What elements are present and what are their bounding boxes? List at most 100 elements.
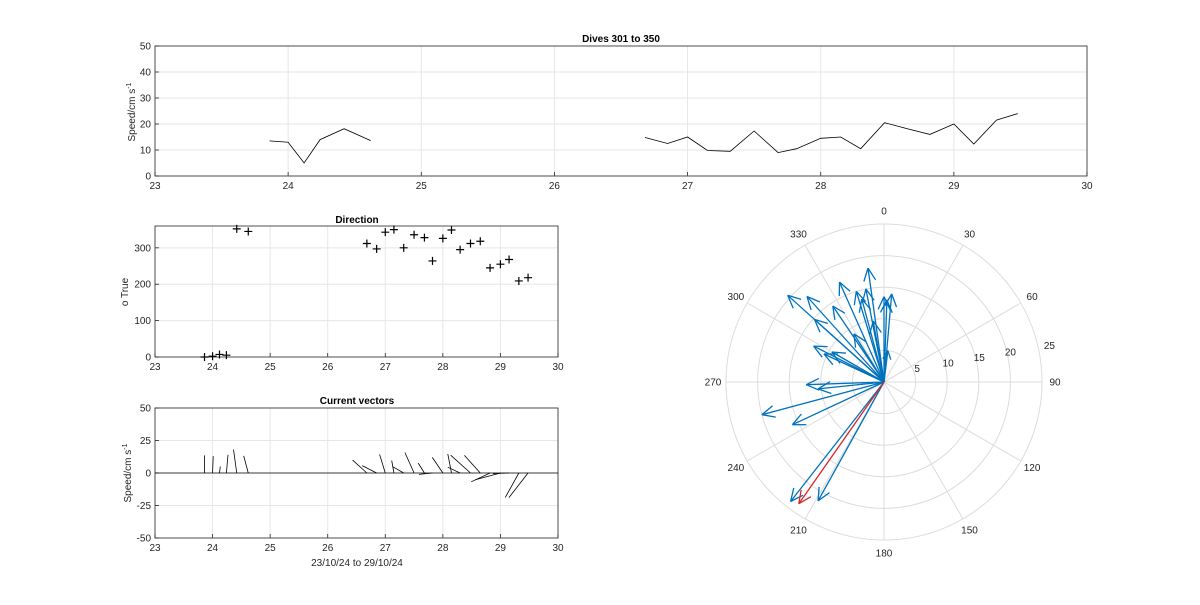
speed-xtick-label: 30 — [1081, 181, 1093, 192]
speed-title: Dives 301 to 350 — [582, 34, 660, 45]
polar-theta-label: 180 — [876, 549, 893, 560]
speed-xtick-label: 25 — [416, 181, 428, 192]
vectors-ytick-label: 50 — [140, 404, 152, 415]
direction-point — [420, 233, 429, 242]
polar-vector-head — [761, 405, 774, 416]
current-vector — [392, 466, 404, 474]
current-vector — [233, 449, 238, 474]
polar-vector-head — [855, 290, 867, 303]
polar-theta-label: 330 — [790, 229, 807, 240]
direction-point — [410, 230, 419, 239]
polar-theta-label: 90 — [1049, 378, 1061, 389]
vectors-xtick-label: 25 — [265, 543, 277, 554]
direction-point — [362, 239, 371, 248]
direction-point — [524, 273, 533, 282]
polar-vector-head — [817, 486, 820, 501]
direction-point — [399, 243, 408, 252]
vectors-xtick-label: 24 — [207, 543, 219, 554]
speed-ytick-label: 10 — [140, 146, 152, 157]
direction-frame — [154, 225, 559, 358]
speed-ytick-label: 20 — [140, 120, 152, 131]
current-vector — [219, 466, 221, 474]
polar-vector — [855, 291, 885, 383]
polar-vector-head — [831, 351, 847, 354]
current-vectors-ylabel-superscript: -1 — [122, 443, 129, 449]
direction-point — [438, 234, 447, 243]
current-vector — [475, 472, 501, 481]
polar-vector-head — [861, 288, 867, 303]
polar-vector — [806, 296, 885, 383]
direction-ylabel-text: o True — [120, 277, 131, 306]
polar-vector — [883, 299, 888, 383]
speed-xtick-label: 24 — [283, 181, 295, 192]
polar-spoke — [883, 244, 964, 383]
speed-xtick-label: 29 — [948, 181, 960, 192]
polar-vector-head — [863, 267, 869, 282]
polar-axes: 0 30 60 90 120 150 180 210 240 270 300 330 5 10 15 20 25 — [705, 207, 1061, 560]
polar-vector-head — [823, 353, 834, 366]
current-vector — [504, 472, 520, 498]
speed-line — [269, 128, 371, 164]
speed-ylabel-text: Speed/cm s — [127, 89, 138, 142]
vectors-ytick-label: -50 — [137, 534, 152, 545]
direction-point — [514, 276, 523, 285]
direction-point — [215, 350, 224, 359]
direction-point — [381, 228, 390, 237]
direction-xtick-label: 23 — [149, 362, 161, 373]
direction-xtick-label: 29 — [495, 362, 507, 373]
current-vectors-ylabel-text: Speed/cm s — [123, 450, 134, 503]
direction-ytick-label: 0 — [145, 353, 151, 364]
speed-xtick-label: 27 — [682, 181, 694, 192]
polar-vector-head — [891, 293, 898, 308]
polar-vector — [761, 381, 885, 416]
direction-ytick-label: 300 — [134, 243, 151, 254]
polar-r-label: 25 — [1044, 341, 1056, 352]
direction-point — [476, 237, 485, 246]
polar-vector — [787, 294, 885, 383]
polar-vector-head — [813, 345, 823, 358]
polar-vector-head — [806, 377, 820, 386]
polar-vector — [823, 353, 885, 383]
direction-point — [428, 256, 437, 265]
direction-ylabel: o True — [120, 277, 131, 306]
polar-vector-head — [817, 381, 831, 390]
polar-vector-head — [884, 293, 893, 307]
polar-vector — [831, 351, 885, 383]
polar-theta-label: 300 — [728, 292, 745, 303]
polar-spoke — [883, 381, 1022, 462]
vectors-xtick-label: 29 — [495, 543, 507, 554]
polar-vector — [883, 293, 893, 383]
polar-r-label: 5 — [914, 364, 920, 375]
speed-ytick-label: 50 — [140, 42, 152, 53]
polar-vector-head — [886, 299, 893, 314]
polar-mean-vector — [798, 381, 885, 505]
polar-theta-label: 210 — [790, 526, 807, 537]
speed-xtick-label: 28 — [815, 181, 827, 192]
direction-point — [200, 353, 209, 361]
speed-ylabel-superscript: -1 — [126, 82, 133, 88]
speed-ytick-label: 40 — [140, 68, 152, 79]
polar-vector — [806, 381, 885, 386]
current-vector — [352, 459, 368, 474]
polar-theta-label: 120 — [1024, 463, 1041, 474]
polar-theta-label: 150 — [961, 526, 978, 537]
speed-axes: Dives 301 to 350 Speed/cm s-1 23 24 25 26 27… — [126, 34, 1093, 192]
direction-xtick-label: 28 — [437, 362, 449, 373]
current-vectors-xlabel: 23/10/24 to 29/10/24 — [311, 558, 403, 569]
polar-vector-head — [867, 267, 877, 281]
polar-vector-head — [817, 492, 830, 502]
polar-vector-head — [813, 319, 821, 333]
polar-vector-head — [865, 288, 875, 301]
current-vector — [379, 454, 386, 474]
polar-vector — [817, 381, 885, 502]
vectors-xtick-label: 23 — [149, 543, 161, 554]
current-vector — [362, 465, 377, 474]
polar-vector-head — [787, 294, 802, 301]
polar-r-label: 15 — [974, 353, 986, 364]
speed-line — [644, 113, 1018, 154]
polar-theta-label: 0 — [881, 207, 887, 218]
polar-vector — [832, 305, 885, 383]
polar-vector-head — [761, 414, 776, 418]
polar-theta-label: 60 — [1027, 292, 1039, 303]
